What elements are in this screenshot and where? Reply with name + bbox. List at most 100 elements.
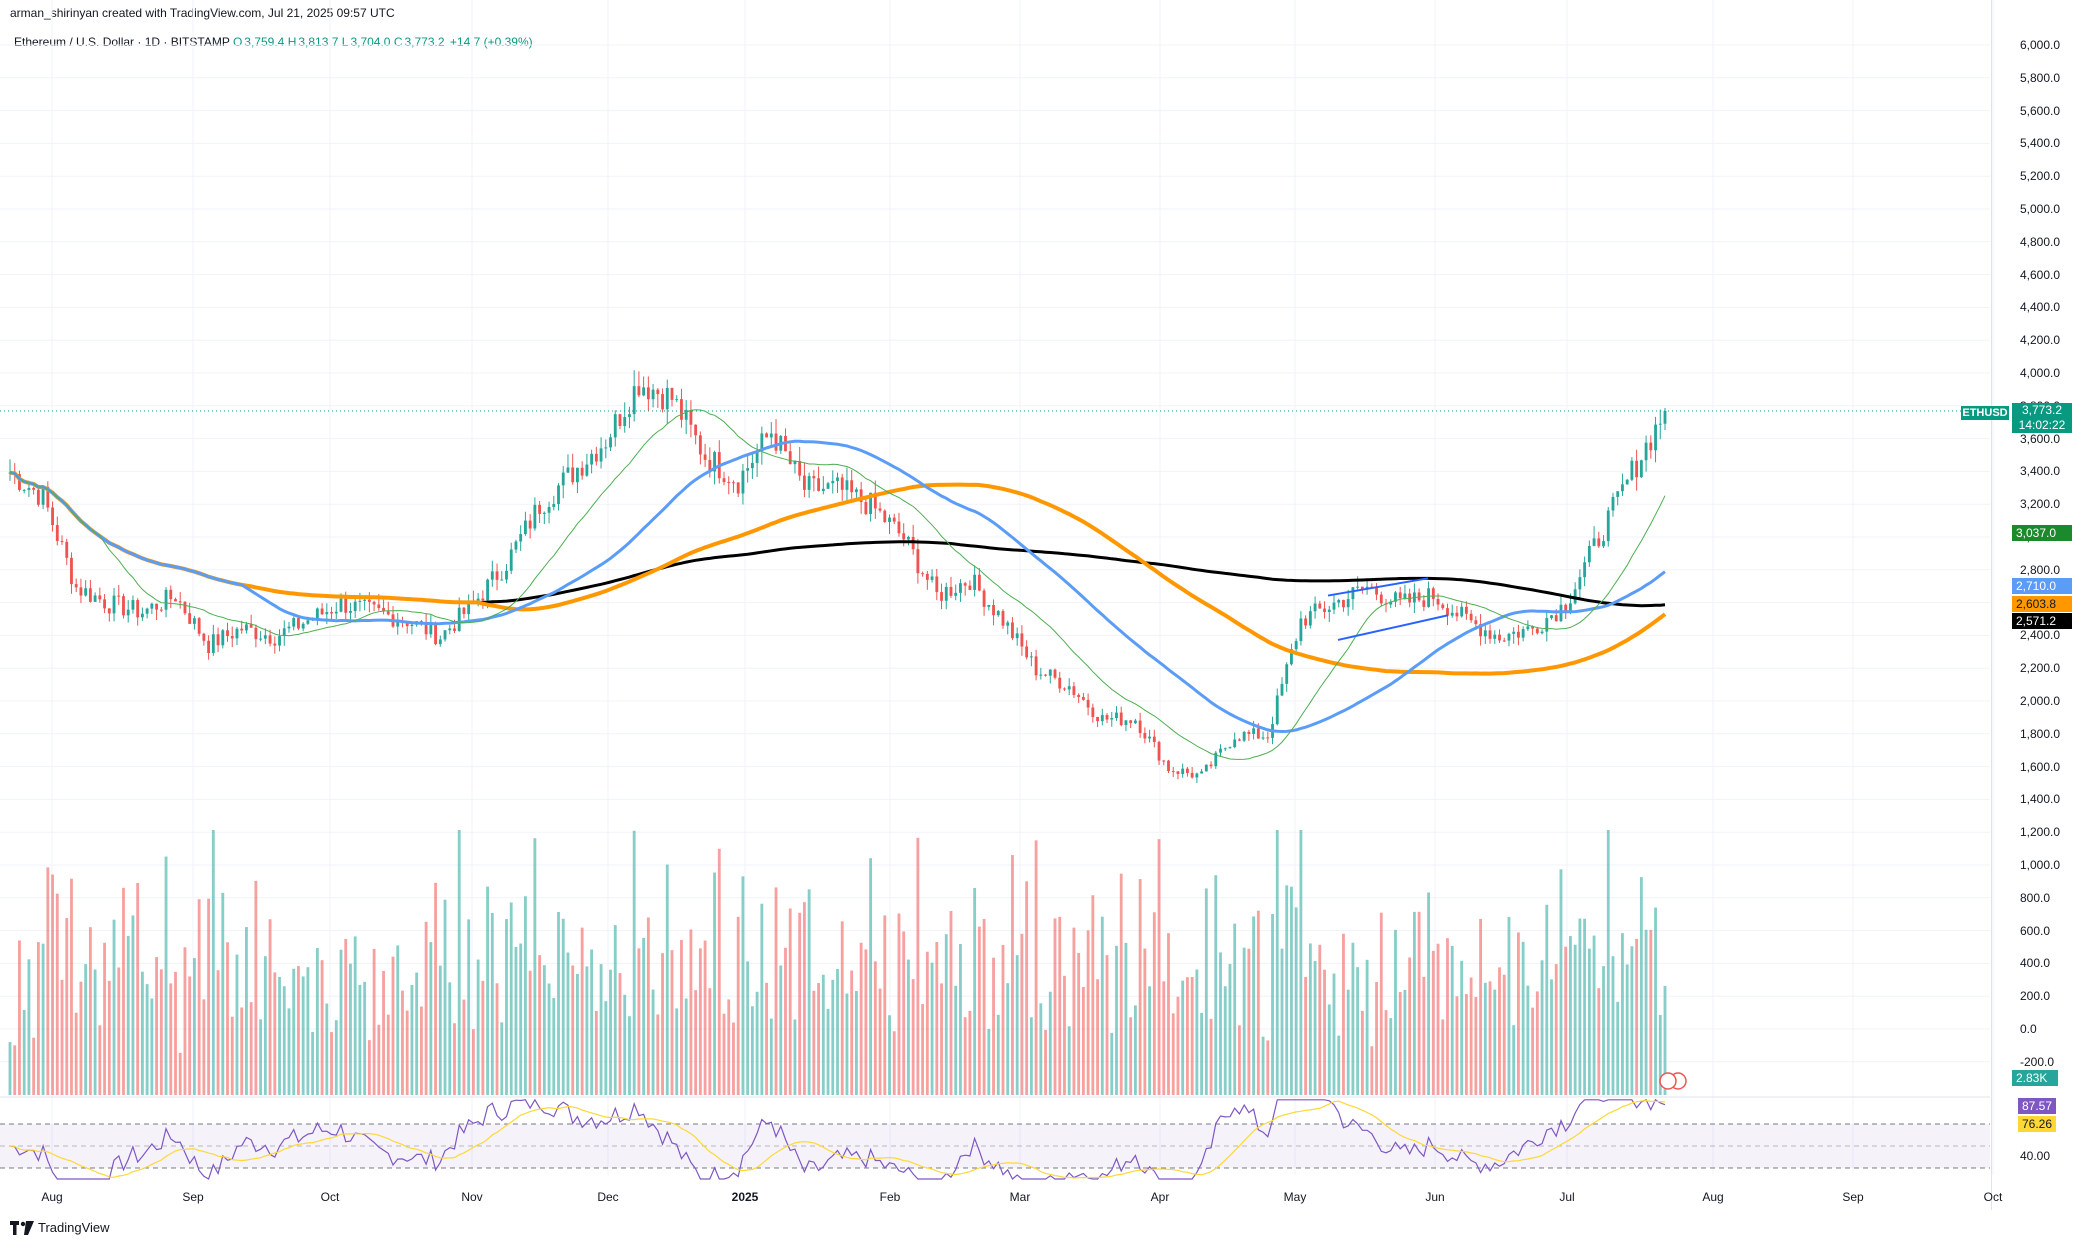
volume-bar (1020, 933, 1024, 1095)
candle-body (812, 476, 816, 479)
volume-bar (1639, 877, 1643, 1095)
volume-bar (1171, 1013, 1175, 1095)
candle-body (732, 482, 735, 484)
volume-bar (65, 918, 69, 1095)
volume-bar (1573, 944, 1577, 1095)
volume-bar (1242, 947, 1246, 1095)
candle-body (112, 595, 116, 614)
candle-body (55, 525, 59, 542)
volume-bar (207, 898, 211, 1095)
volume-bar (500, 1022, 504, 1095)
candle-body (609, 437, 612, 448)
volume-bar (992, 957, 995, 1095)
volume-bar (443, 899, 447, 1095)
volume-bar (878, 988, 882, 1095)
volume-bar (1214, 875, 1218, 1095)
volume-bar (1516, 932, 1520, 1095)
candle-body (46, 486, 50, 508)
volume-bar (576, 973, 579, 1095)
time-tick: May (1283, 1190, 1307, 1204)
candle-body (1342, 599, 1345, 608)
volume-bar (287, 1008, 291, 1095)
volume-bar (1176, 996, 1180, 1095)
volume-bar (405, 1010, 409, 1095)
volume-bar (930, 962, 934, 1095)
candle-body (1455, 612, 1459, 617)
volume-bar (788, 908, 792, 1095)
candle-body (278, 636, 281, 646)
volume-bar (755, 991, 759, 1095)
volume-bar (1446, 938, 1449, 1095)
volume-bar (334, 1020, 338, 1095)
volume-bar (22, 1009, 26, 1095)
volume-bar (1313, 961, 1317, 1095)
candle-body (235, 628, 239, 639)
price-axis-border (1991, 0, 1992, 1210)
candle-body (249, 624, 253, 628)
volume-bar (41, 943, 45, 1095)
volume-bar (178, 1052, 182, 1095)
volume-bar (717, 848, 721, 1095)
volume-bar (1063, 975, 1066, 1095)
volume-bar (55, 893, 59, 1095)
candle-body (878, 508, 882, 511)
candle-body (164, 589, 168, 610)
volume-bar (1044, 1029, 1047, 1095)
candle-body (1507, 633, 1511, 641)
volume-bar (221, 892, 225, 1095)
candle-body (377, 604, 381, 609)
candle-body (1488, 630, 1492, 639)
volume-bar (509, 902, 513, 1095)
price-tick: 2,200.0 (2020, 661, 2061, 676)
volume-bar (377, 1024, 381, 1095)
candle-body (547, 506, 551, 513)
volume-bar (1304, 976, 1308, 1095)
volume-bar (656, 1014, 660, 1095)
candle-body (396, 621, 400, 627)
footer-brand[interactable]: TradingView (10, 1220, 110, 1235)
volume-bar (604, 1001, 608, 1095)
volume-bar (1597, 988, 1601, 1095)
volume-bar (859, 942, 863, 1095)
candle-body (434, 622, 437, 645)
candle-body (155, 603, 159, 610)
volume-bar (396, 945, 400, 1095)
candle-body (1313, 603, 1317, 612)
candle-body (1554, 615, 1558, 622)
candle-body (585, 464, 589, 476)
volume-bar (1394, 929, 1397, 1095)
volume-bar (609, 969, 612, 1095)
candle-body (254, 627, 258, 640)
volume-bar (467, 919, 471, 1095)
candle-body (306, 620, 310, 624)
volume-bar (1195, 969, 1199, 1095)
candle-body (36, 489, 40, 505)
volume-bar (88, 927, 92, 1095)
candle-body (996, 611, 1000, 616)
volume-bar (523, 896, 527, 1095)
volume-bar (1507, 916, 1511, 1095)
candle-body (703, 454, 707, 460)
candle-body (1417, 592, 1421, 601)
volume-bar (533, 838, 537, 1095)
volume-bar (836, 968, 839, 1095)
candle-body (930, 576, 934, 580)
volume-bar (1602, 966, 1605, 1095)
volume-bar (935, 942, 939, 1095)
volume-bar (1616, 1001, 1620, 1095)
candle-body (1398, 592, 1402, 599)
volume-bar (1006, 983, 1010, 1095)
candle-body (836, 477, 839, 481)
candle-body (1110, 717, 1114, 720)
volume-bar (372, 948, 376, 1095)
volume-bar (552, 998, 556, 1095)
candle-body (1256, 728, 1260, 739)
volume-bar (807, 889, 811, 1095)
candle-body (1337, 599, 1341, 603)
candle-body (1427, 588, 1430, 607)
volume-bar (1488, 981, 1492, 1095)
candle-body (1299, 618, 1303, 642)
volume-bar (1299, 830, 1303, 1095)
candle-body (1422, 600, 1426, 607)
